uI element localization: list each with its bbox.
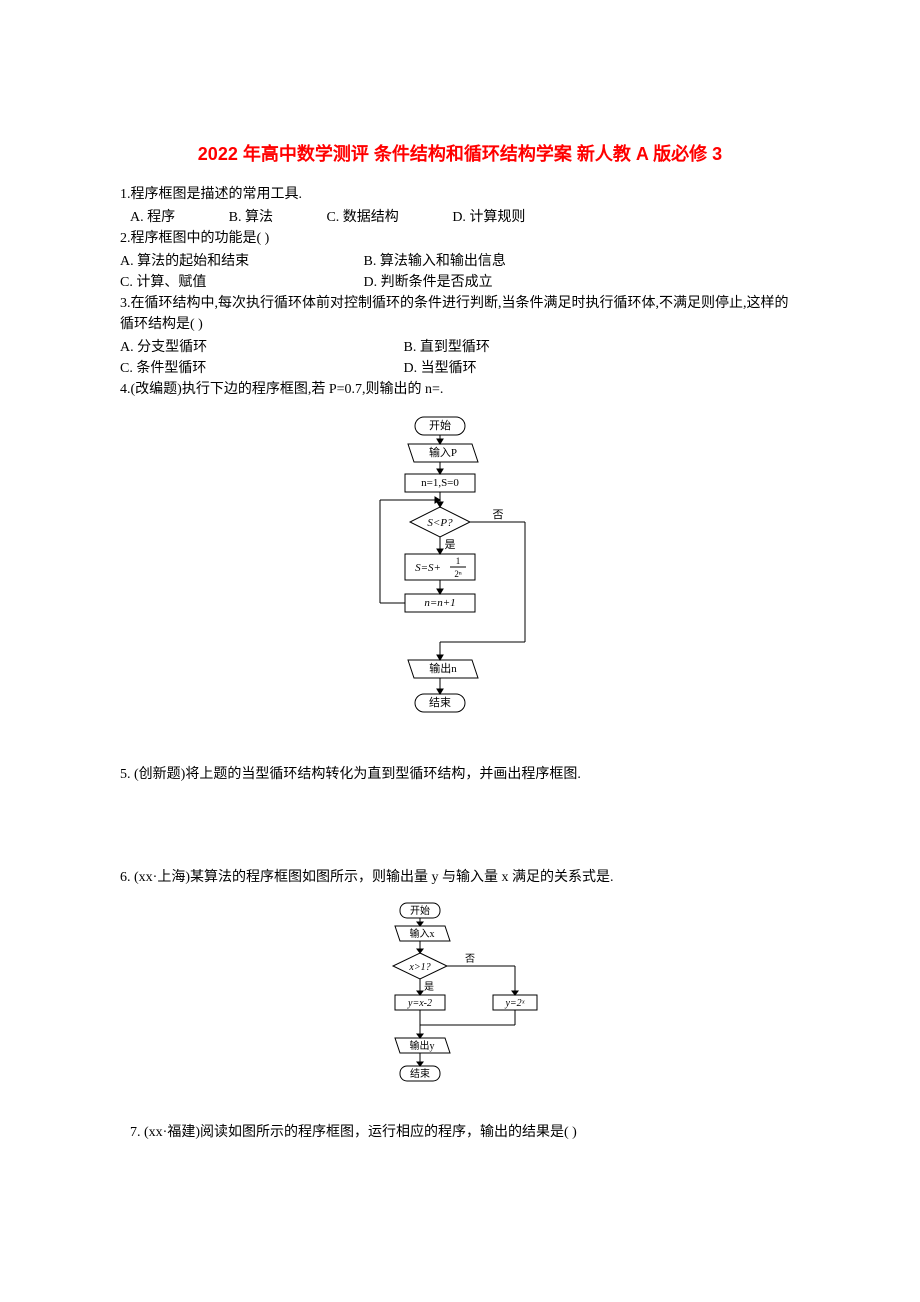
svg-text:结束: 结束 (410, 1067, 430, 1080)
q3-options-row2: C. 条件型循环 D. 当型循环 (120, 358, 800, 379)
svg-text:x>1?: x>1? (408, 962, 430, 973)
svg-text:否: 否 (465, 953, 475, 965)
svg-text:S=S+: S=S+ (415, 562, 441, 574)
q1-optB: B. 算法 (229, 210, 273, 225)
q2-optD: D. 判断条件是否成立 (364, 275, 493, 290)
q2-optA: A. 算法的起始和结束 (120, 251, 360, 272)
svg-text:n=1,S=0: n=1,S=0 (421, 477, 459, 489)
svg-text:n=n+1: n=n+1 (424, 597, 455, 609)
q3-options-row1: A. 分支型循环 B. 直到型循环 (120, 337, 800, 358)
q1-optA: A. 程序 (130, 210, 175, 225)
q2-options-row1: A. 算法的起始和结束 B. 算法输入和输出信息 (120, 251, 800, 272)
q4-text: 4.(改编题)执行下边的程序框图,若 P=0.7,则输出的 n=. (120, 379, 800, 400)
svg-text:y=2ˣ: y=2ˣ (504, 998, 525, 1009)
q2-text: 2.程序框图中的功能是( ) (120, 228, 800, 249)
svg-text:输出y: 输出y (410, 1039, 435, 1052)
q3-optC: C. 条件型循环 (120, 358, 400, 379)
svg-text:输入P: 输入P (429, 445, 457, 459)
svg-text:1: 1 (456, 556, 461, 566)
page-title: 2022 年高中数学测评 条件结构和循环结构学案 新人教 A 版必修 3 (120, 140, 800, 166)
q3-text: 3.在循环结构中,每次执行循环体前对控制循环的条件进行判断,当条件满足时执行循环… (120, 293, 800, 335)
svg-text:否: 否 (493, 509, 504, 521)
svg-text:结束: 结束 (429, 696, 451, 709)
svg-text:S<P?: S<P? (427, 517, 453, 529)
q1-optD: D. 计算规则 (452, 210, 525, 225)
q1-text: 1.程序框图是描述的常用工具. (120, 184, 800, 205)
q2-optB: B. 算法输入和输出信息 (364, 254, 506, 269)
svg-text:开始: 开始 (429, 418, 451, 432)
q3-optB: B. 直到型循环 (404, 340, 490, 355)
svg-text:输出n: 输出n (429, 661, 457, 675)
flowchart-1: 开始 输入P n=1,S=0 S<P? 否 是 S=S+ 1 2ⁿ n=n+1 … (350, 412, 570, 752)
q2-optC: C. 计算、赋值 (120, 272, 360, 293)
svg-text:开始: 开始 (410, 904, 430, 917)
svg-text:2ⁿ: 2ⁿ (454, 569, 462, 579)
q3-optD: D. 当型循环 (404, 361, 477, 376)
svg-text:是: 是 (424, 981, 434, 993)
svg-text:是: 是 (445, 538, 456, 551)
q1-options: A. 程序 B. 算法 C. 数据结构 D. 计算规则 (120, 207, 800, 228)
svg-text:输入x: 输入x (410, 927, 435, 940)
q3-optA: A. 分支型循环 (120, 337, 400, 358)
q1-optC: C. 数据结构 (326, 210, 398, 225)
flowchart-2: 开始 输入x x>1? 否 是 y=x-2 y=2ˣ 输出y 结束 (345, 900, 575, 1110)
q7-text: 7. (xx·福建)阅读如图所示的程序框图，运行相应的程序，输出的结果是( ) (120, 1122, 800, 1143)
q6-text: 6. (xx·上海)某算法的程序框图如图所示，则输出量 y 与输入量 x 满足的… (120, 867, 800, 888)
q2-options-row2: C. 计算、赋值 D. 判断条件是否成立 (120, 272, 800, 293)
q5-text: 5. (创新题)将上题的当型循环结构转化为直到型循环结构，并画出程序框图. (120, 764, 800, 785)
svg-text:y=x-2: y=x-2 (407, 998, 432, 1009)
